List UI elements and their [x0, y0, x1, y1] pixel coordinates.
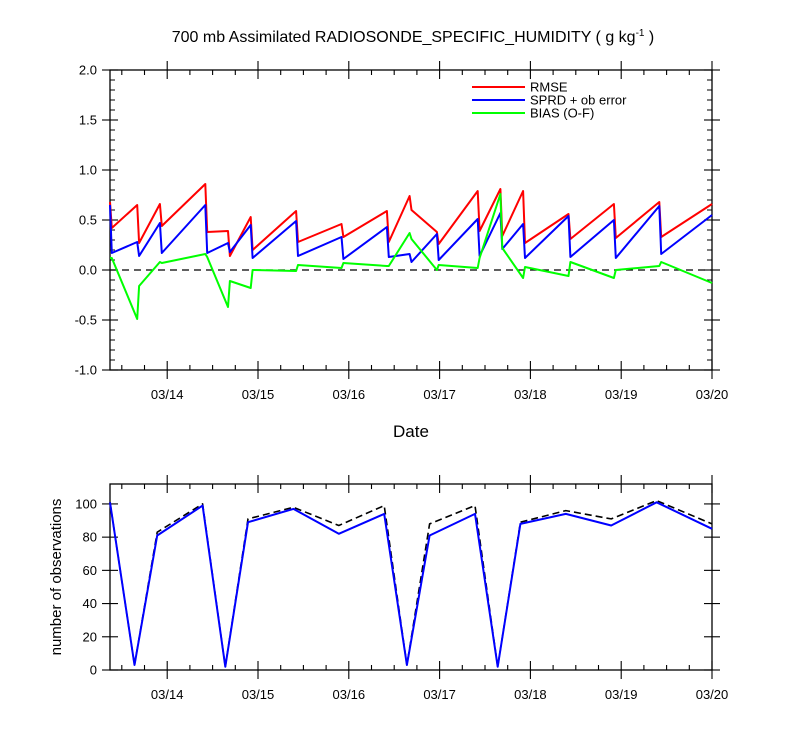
- y-axis-label: number of observations: [48, 499, 65, 656]
- y-tick-label: -0.5: [75, 313, 97, 328]
- x-tick-label: 03/15: [242, 387, 275, 402]
- series-line-bias-o-f-: [110, 193, 713, 320]
- x-tick-label: 03/15: [242, 687, 275, 702]
- y-tick-label: 40: [83, 596, 97, 611]
- chart-title-superscript: -1: [636, 28, 645, 39]
- top-plot-area: 03/14 03/15 03/16 03/17 03/18 03/19 03/20 -1.0 -…: [75, 61, 729, 402]
- x-tick-label: 03/16: [333, 687, 366, 702]
- x-tick-label: 03/14: [151, 687, 184, 702]
- y-tick-label: 1.5: [79, 113, 97, 128]
- x-axis-label: Date: [393, 422, 429, 441]
- x-tick-label: 03/16: [333, 387, 366, 402]
- plot-frame: [109, 483, 713, 671]
- series-line-observations-assimilated: [109, 501, 713, 668]
- chart-title-end: ): [644, 29, 654, 46]
- x-tick-label: 03/20: [696, 687, 729, 702]
- y-tick-label: 20: [83, 629, 97, 644]
- y-tick-label: 0: [90, 663, 97, 678]
- legend-label: RMSE: [530, 80, 568, 95]
- x-tick-label: 03/19: [605, 387, 638, 402]
- x-tick-label: 03/18: [514, 387, 547, 402]
- chart-title-main: 700 mb Assimilated RADIOSONDE_SPECIFIC_H…: [172, 29, 636, 46]
- x-tick-label: 03/20: [696, 387, 729, 402]
- chart-title: 700 mb Assimilated RADIOSONDE_SPECIFIC_H…: [172, 28, 655, 46]
- bottom-chart-panel: number of observations 03/14 03/15 03/16 03…: [48, 475, 728, 702]
- bottom-plot-area: 03/14 03/15 03/16 03/17 03/18 03/19 03/20 0 20 40…: [75, 475, 728, 702]
- x-tick-label: 03/17: [423, 687, 456, 702]
- y-tick-label: 0.0: [79, 263, 97, 278]
- x-tick-label: 03/14: [151, 387, 184, 402]
- x-tick-label: 03/18: [514, 687, 547, 702]
- series-line-sprd-ob-error: [109, 204, 713, 263]
- legend-label: BIAS (O-F): [530, 106, 594, 121]
- y-tick-label: 1.0: [79, 163, 97, 178]
- y-tick-label: 80: [83, 530, 97, 545]
- y-tick-label: -1.0: [75, 363, 97, 378]
- y-tick-label: 0.5: [79, 213, 97, 228]
- x-tick-label: 03/19: [605, 687, 638, 702]
- legend-label: SPRD + ob error: [530, 93, 627, 108]
- plot-frame: [109, 69, 713, 371]
- y-tick-label: 100: [75, 496, 97, 511]
- series-line-rmse: [109, 183, 713, 257]
- x-tick-label: 03/17: [423, 387, 456, 402]
- y-tick-label: 60: [83, 563, 97, 578]
- y-tick-label: 2.0: [79, 63, 97, 78]
- top-chart-panel: 700 mb Assimilated RADIOSONDE_SPECIFIC_H…: [75, 28, 729, 441]
